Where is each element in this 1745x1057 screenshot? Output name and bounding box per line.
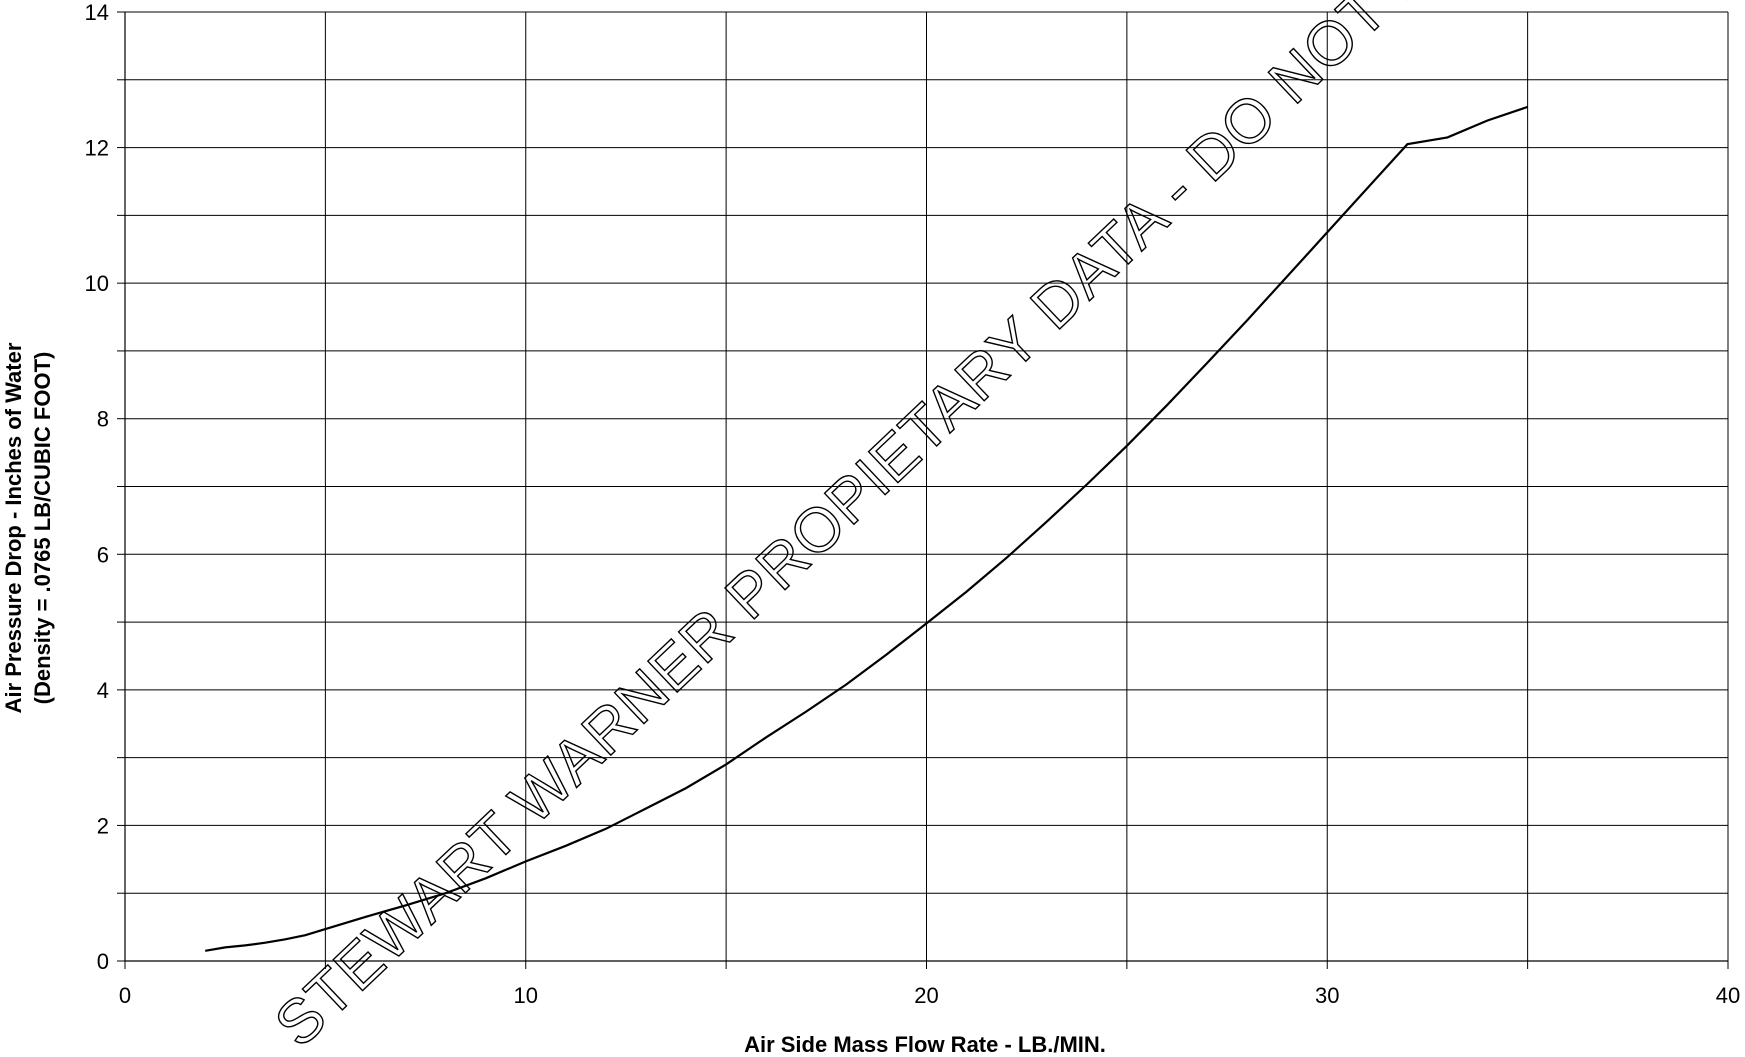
- axis-layer: [117, 11, 1729, 969]
- y-tick-label: 10: [85, 271, 109, 296]
- y-axis-title-line1: Air Pressure Drop - Inches of Water: [1, 342, 26, 713]
- y-tick-label: 14: [85, 0, 109, 25]
- y-tick-label: 2: [97, 813, 109, 838]
- x-tick-label: 20: [914, 983, 938, 1008]
- x-tick-label: 40: [1716, 983, 1740, 1008]
- x-tick-label: 10: [514, 983, 538, 1008]
- y-tick-label: 6: [97, 542, 109, 567]
- x-tick-label: 0: [119, 983, 131, 1008]
- y-tick-label: 0: [97, 949, 109, 974]
- y-tick-label: 12: [85, 136, 109, 161]
- series-line: [205, 105, 1528, 952]
- x-axis-title: Air Side Mass Flow Rate - LB./MIN.: [744, 1032, 1106, 1057]
- x-tick-label: 30: [1315, 983, 1339, 1008]
- y-tick-label: 8: [97, 407, 109, 432]
- tick-label-layer: 0 10 20 30 40 0 2 4 6 8 10 12 14: [85, 0, 1741, 1008]
- watermark: STEWART WARNER PROPIETARY DATA - DO NOT …: [262, 0, 1669, 1057]
- y-axis-title-line2: (Density = .0765 LB/CUBIC FOOT): [30, 352, 55, 705]
- y-tick-label: 4: [97, 678, 109, 703]
- grid-layer: [125, 11, 1729, 961]
